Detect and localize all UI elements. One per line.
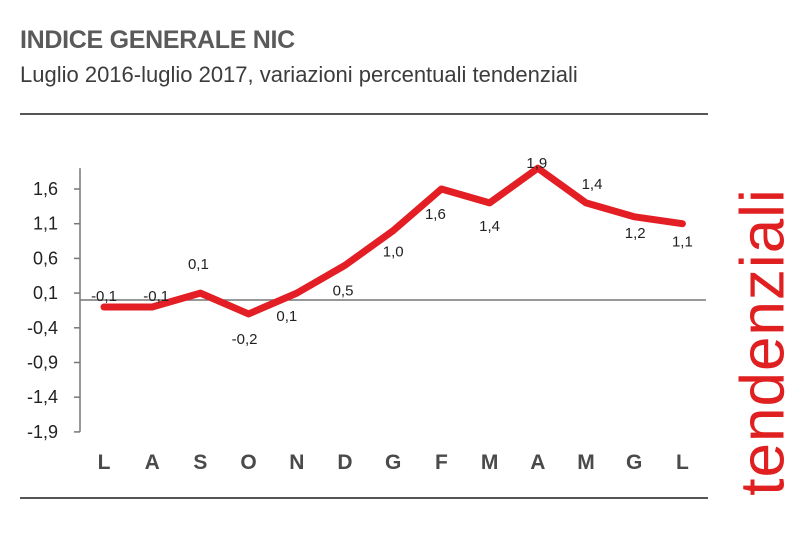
data-label: 1,4 [582,176,603,193]
x-category-label: G [385,451,401,474]
x-category-label: A [145,451,160,474]
data-label: 0,1 [188,256,209,273]
data-label: 1,9 [526,155,547,172]
data-label: 1,6 [425,206,446,223]
x-category-label: M [577,451,595,474]
y-tick-label: 0,6 [33,248,58,268]
y-tick-label: -0,9 [27,353,58,373]
data-point [534,164,541,172]
data-point [486,199,493,207]
x-category-label: L [98,451,111,474]
x-category-label: D [337,451,352,474]
data-point [197,289,204,297]
data-label: -0,2 [232,331,258,348]
y-tick-label: 1,6 [33,179,58,199]
data-point [100,303,108,311]
series-layer [100,164,686,318]
data-point [679,220,686,227]
data-point [582,199,590,207]
chart-title: INDICE GENERALE NIC [20,26,295,54]
x-category-label: A [530,451,545,474]
top-divider [20,113,708,115]
data-point [149,303,156,311]
x-category-label: M [481,451,499,474]
y-tick-label: 0,1 [33,283,58,303]
data-label: 1,0 [383,244,404,261]
data-label: 1,1 [672,234,693,251]
data-point [631,213,638,220]
data-label: 0,1 [276,308,297,325]
x-category-label: G [626,451,642,474]
y-tick-label: 1,1 [33,214,58,234]
data-point [438,185,445,193]
data-point [293,289,300,297]
chart-subtitle: Luglio 2016-luglio 2017, variazioni perc… [20,62,578,87]
data-labels: -0,1 -0,1 0,1 -0,2 0,1 0,5 1,0 1,6 1,4 1,9 1,4 1,2 1… [91,155,693,348]
data-label: -0,1 [91,288,117,305]
x-category-label: N [289,451,304,474]
x-category-label: O [240,451,256,474]
data-point [341,262,349,269]
data-label: 1,4 [479,218,500,235]
x-category-label: S [193,451,207,474]
bottom-divider [20,497,708,499]
y-tick-label: -1,9 [27,422,58,442]
y-tick-label: -1,4 [27,387,58,407]
data-label: 0,5 [333,282,354,299]
x-category-label: L [676,451,689,474]
data-point [245,310,252,318]
y-tick-label: -0,4 [27,318,58,338]
y-axis-ticks: 1,6 1,1 0,6 0,1 -0,4 -0,9 -1,4 -1,9 [27,179,80,442]
x-category-label: F [435,451,448,474]
data-point [390,227,397,234]
data-label: 1,2 [625,225,646,242]
data-label: -0,1 [143,288,169,305]
